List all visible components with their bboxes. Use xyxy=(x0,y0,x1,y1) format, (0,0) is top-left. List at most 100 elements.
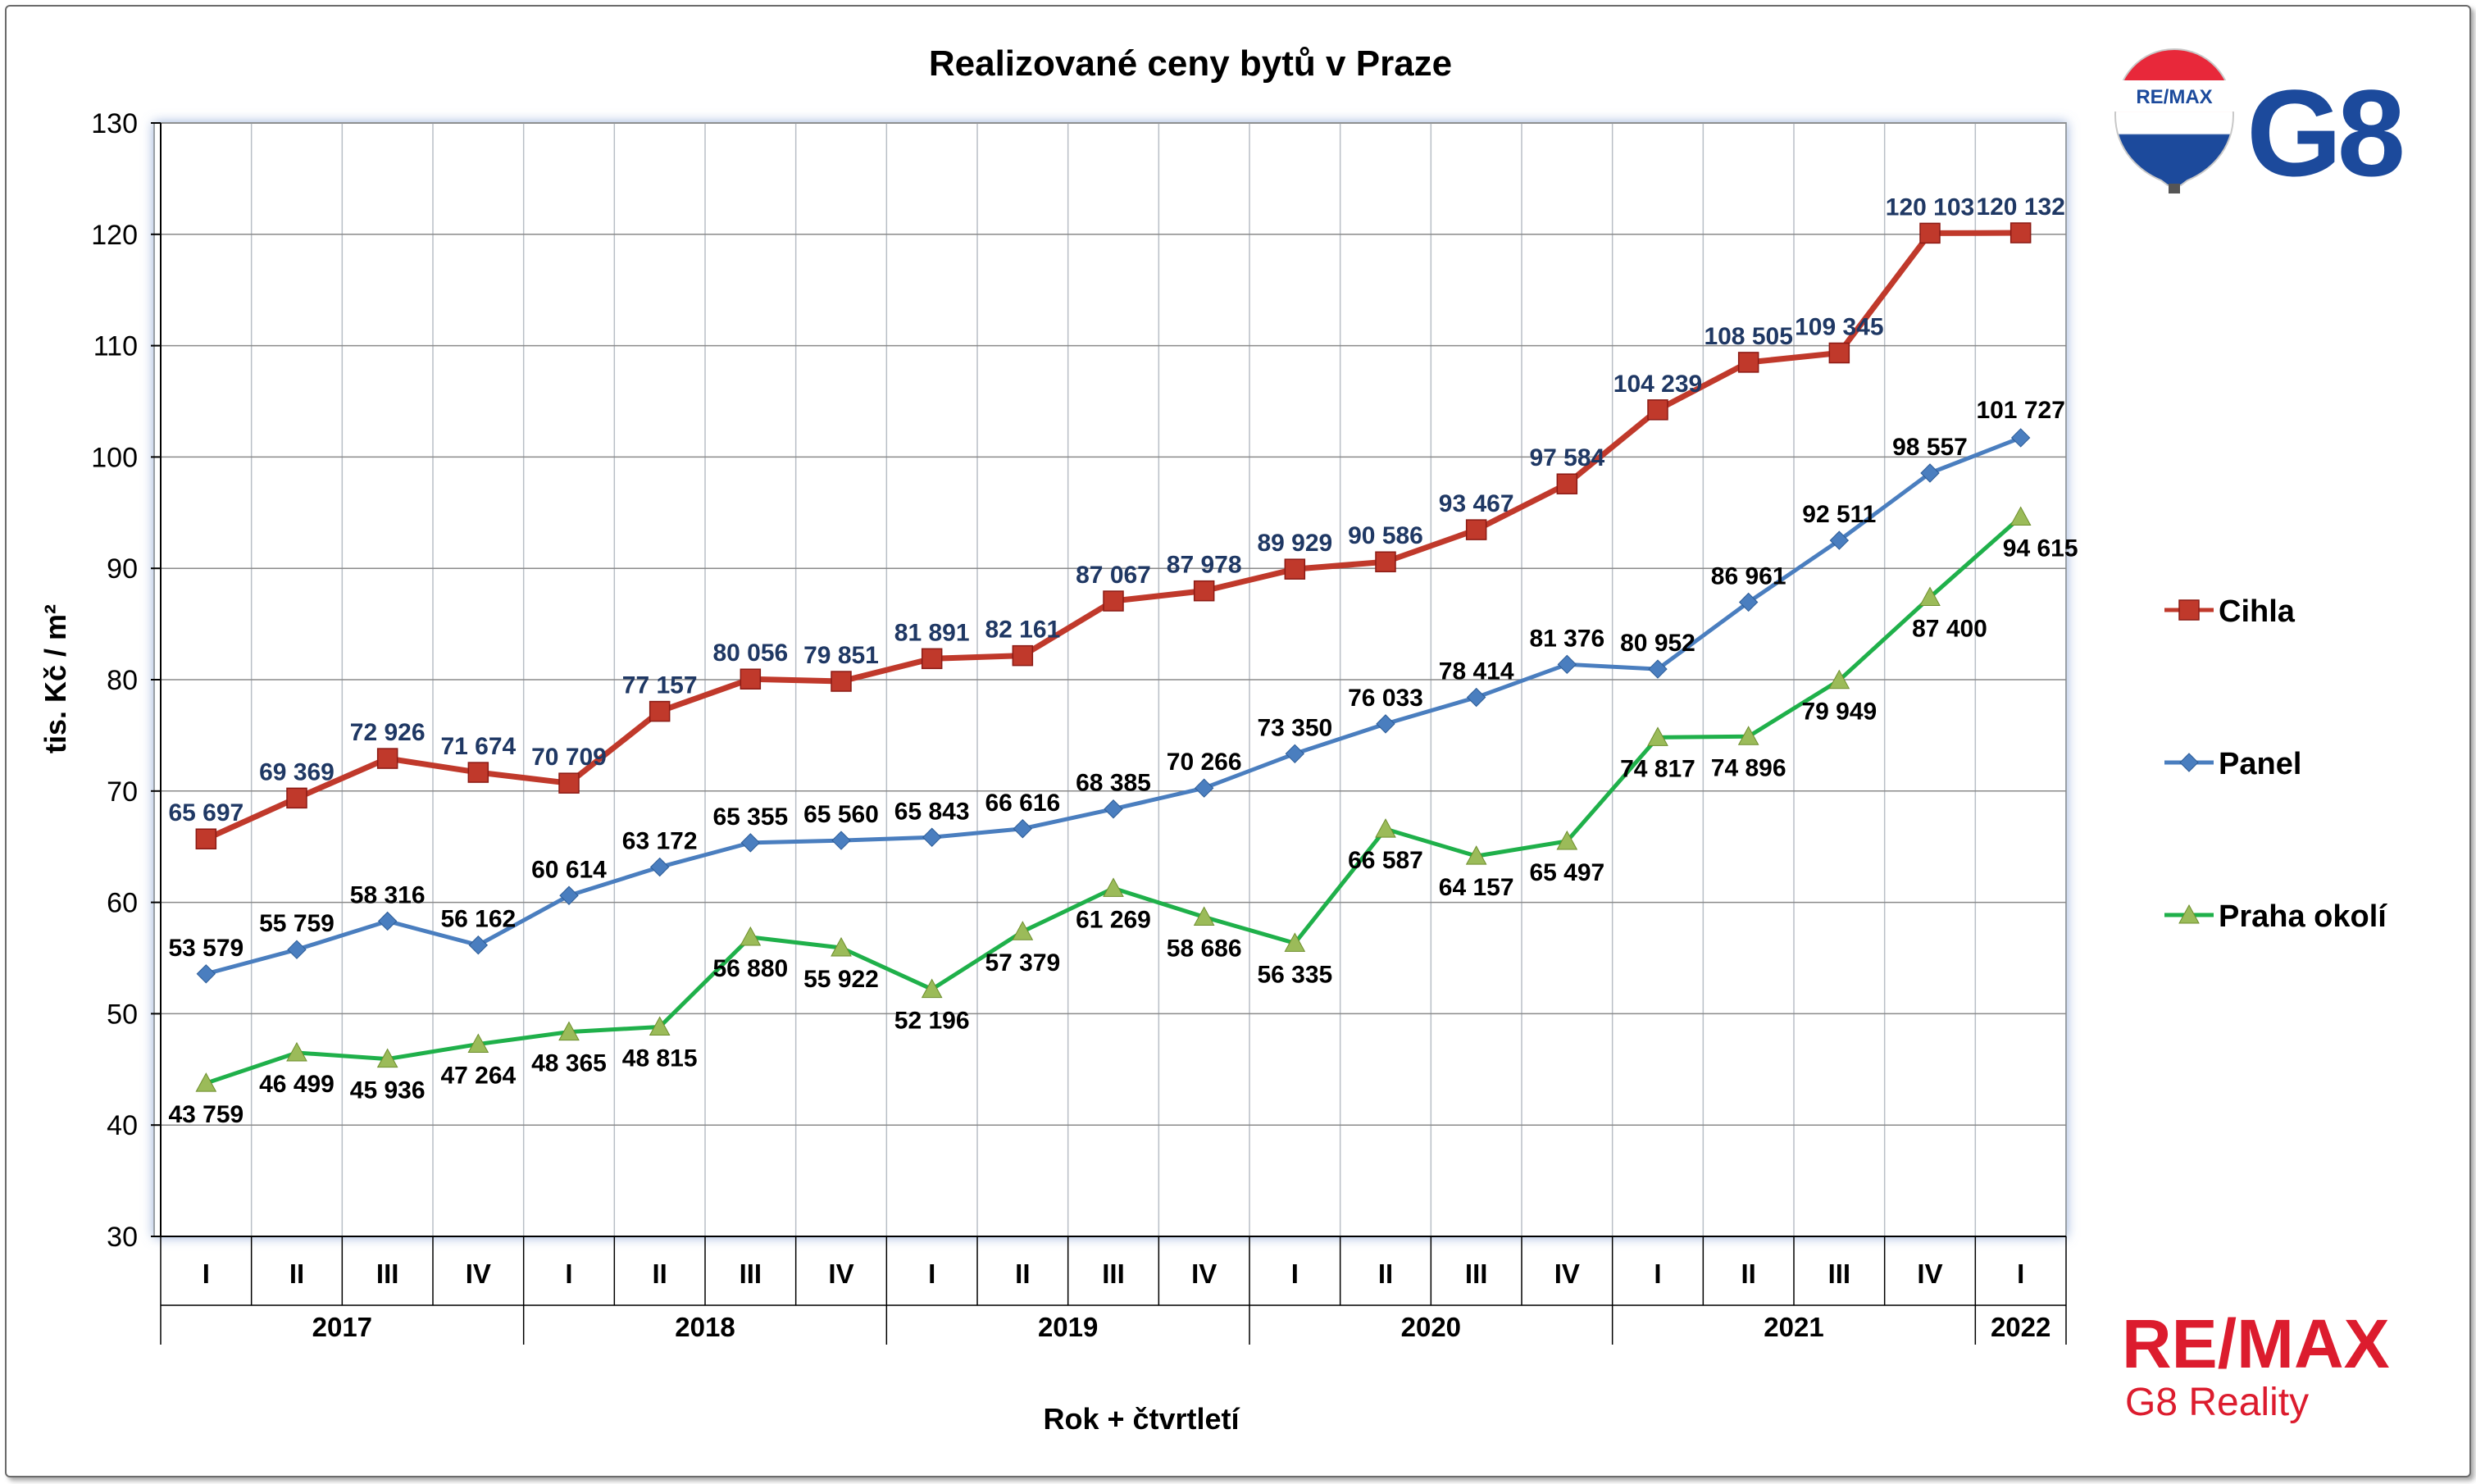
y-axis-ticks: 30 40 50 60 70 80 90 100 110 120 130 xyxy=(91,108,162,1253)
data-point-marker xyxy=(467,1033,489,1054)
data-label: 72 926 xyxy=(350,719,426,746)
data-label: 79 949 xyxy=(1801,699,1877,726)
data-label: 98 557 xyxy=(1892,434,1968,461)
balloon-text: RE/MAX xyxy=(2136,86,2212,108)
y-tick-label: 120 xyxy=(91,220,138,251)
data-label: 74 817 xyxy=(1620,755,1695,782)
quarter-label: III xyxy=(1465,1259,1488,1289)
data-point-marker xyxy=(740,833,761,853)
x-axis: I II III IV I II III IV I II III IV I II III IV I II III IV… xyxy=(160,1236,2067,1345)
data-point-marker xyxy=(1376,714,1395,734)
quarter-label: III xyxy=(376,1259,399,1289)
data-point-marker xyxy=(1738,592,1759,612)
data-point-marker xyxy=(1737,352,1759,373)
y-axis-label: tis. Kč / m² xyxy=(39,604,72,753)
data-point-marker xyxy=(2009,222,2032,244)
quarter-label: II xyxy=(1741,1259,1755,1289)
remax-subtitle: G8 Reality xyxy=(2125,1381,2309,1424)
data-point-marker xyxy=(1012,921,1034,940)
data-label: 70 266 xyxy=(1167,749,1242,776)
quarter-label: IV xyxy=(1554,1259,1580,1289)
data-point-marker xyxy=(195,828,217,849)
data-point-marker xyxy=(1647,399,1668,421)
data-label: 48 365 xyxy=(531,1050,607,1077)
data-label: 56 335 xyxy=(1257,961,1332,988)
data-point-marker xyxy=(1920,463,1940,483)
data-point-marker xyxy=(468,935,489,955)
data-label: 92 511 xyxy=(1802,501,1876,528)
quarter-label: I xyxy=(565,1259,572,1289)
data-point-marker xyxy=(1556,830,1578,850)
data-point-marker xyxy=(1465,845,1487,865)
data-point-marker xyxy=(1103,590,1124,612)
data-label: 77 157 xyxy=(622,672,698,699)
quarter-label: I xyxy=(2017,1259,2024,1289)
data-point-marker xyxy=(1375,818,1396,838)
data-label: 53 579 xyxy=(168,935,244,962)
data-label: 56 162 xyxy=(440,906,516,933)
y-tick-label: 130 xyxy=(91,108,138,139)
data-point-marker xyxy=(831,671,852,692)
data-point-marker xyxy=(831,936,852,957)
data-label: 74 896 xyxy=(1711,754,1786,781)
year-label: 2020 xyxy=(1401,1312,1461,1342)
data-point-marker xyxy=(740,926,762,946)
data-label: 76 033 xyxy=(1348,685,1423,712)
year-label: 2019 xyxy=(1038,1312,1098,1342)
data-point-marker xyxy=(1284,558,1306,580)
data-label: 80 056 xyxy=(712,640,788,667)
data-point-marker xyxy=(1285,744,1305,764)
year-label: 2017 xyxy=(312,1312,372,1342)
data-point-marker xyxy=(376,1048,398,1068)
data-point-marker xyxy=(740,668,762,690)
data-point-marker xyxy=(287,940,307,959)
data-point-marker xyxy=(196,964,216,984)
y-tick-label: 70 xyxy=(107,776,138,808)
data-point-marker xyxy=(559,885,579,905)
data-label: 58 316 xyxy=(350,881,426,908)
data-label: 89 929 xyxy=(1257,530,1332,557)
data-label: 46 499 xyxy=(259,1071,335,1098)
data-point-marker xyxy=(1194,778,1214,798)
data-label: 65 697 xyxy=(168,799,244,826)
remax-logo: RE/MAX xyxy=(2122,1305,2390,1382)
quarter-label: IV xyxy=(828,1259,853,1289)
data-label: 64 157 xyxy=(1439,874,1514,901)
data-label: 104 239 xyxy=(1613,371,1702,398)
data-point-marker xyxy=(921,978,943,999)
data-point-marker xyxy=(2009,506,2032,526)
data-label: 61 269 xyxy=(1076,906,1151,933)
data-point-marker xyxy=(1012,644,1034,667)
legend-marker xyxy=(2178,904,2200,924)
data-point-marker xyxy=(1556,473,1578,494)
quarter-label: II xyxy=(652,1259,667,1289)
data-label: 87 978 xyxy=(1167,552,1242,579)
series-lines xyxy=(195,222,2032,1092)
quarter-label: IV xyxy=(1917,1259,1942,1289)
data-label: 93 467 xyxy=(1439,490,1514,517)
data-label: 80 952 xyxy=(1620,630,1695,657)
data-label: 101 727 xyxy=(1976,397,2064,424)
data-point-marker xyxy=(1919,586,1941,607)
data-point-marker xyxy=(558,772,580,794)
data-label: 94 615 xyxy=(2003,535,2078,562)
quarter-label: III xyxy=(1102,1259,1125,1289)
data-label: 47 264 xyxy=(440,1063,516,1090)
data-label: 58 686 xyxy=(1167,935,1242,962)
data-point-marker xyxy=(831,831,851,850)
y-tick-label: 90 xyxy=(107,553,138,585)
data-labels: 65 697 69 369 72 926 71 674 70 709 77 157 80 0… xyxy=(168,193,2078,1128)
quarter-label: II xyxy=(1015,1259,1030,1289)
legend: Cihla Panel Praha okolí xyxy=(2164,594,2387,934)
y-tick-label: 50 xyxy=(107,999,138,1030)
data-point-marker xyxy=(922,827,942,847)
quarter-label: IV xyxy=(466,1259,491,1289)
data-point-marker xyxy=(1284,932,1306,952)
data-point-marker xyxy=(1103,877,1124,897)
data-label: 108 505 xyxy=(1704,323,1792,350)
data-point-marker xyxy=(1737,726,1759,745)
data-label: 120 103 xyxy=(1886,193,1974,221)
data-point-marker xyxy=(1557,654,1577,675)
data-label: 66 616 xyxy=(985,790,1060,817)
